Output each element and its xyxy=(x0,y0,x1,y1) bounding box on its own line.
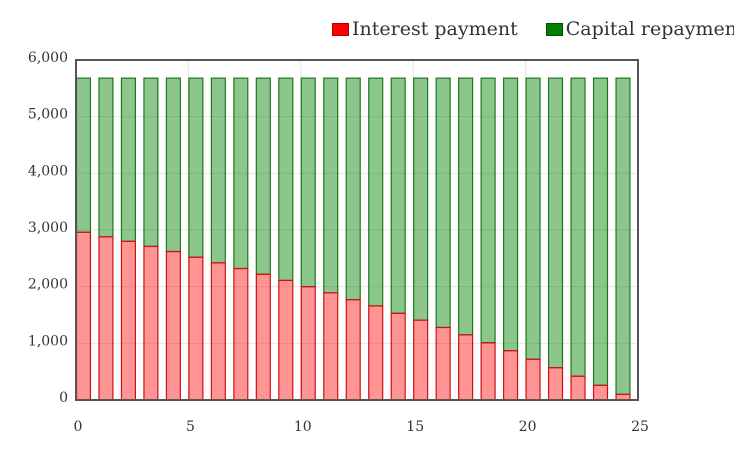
bar-capital-3[interactable] xyxy=(143,77,159,248)
bar-interest-15[interactable] xyxy=(413,319,429,401)
bar-interest-7[interactable] xyxy=(233,267,249,401)
bar-capital-17[interactable] xyxy=(458,77,474,336)
bar-interest-11[interactable] xyxy=(323,292,339,401)
y-tick-label: 2,000 xyxy=(28,277,68,293)
bar-capital-14[interactable] xyxy=(390,77,406,314)
bar-interest-6[interactable] xyxy=(210,262,226,401)
y-tick-label: 6,000 xyxy=(28,50,68,66)
y-tick-label: 0 xyxy=(59,390,68,406)
bar-capital-13[interactable] xyxy=(368,77,384,307)
bar-capital-5[interactable] xyxy=(188,77,204,258)
x-tick-label: 25 xyxy=(631,419,649,435)
bar-capital-7[interactable] xyxy=(233,77,249,270)
bar-interest-14[interactable] xyxy=(390,312,406,401)
legend-label-capital: Capital repayment xyxy=(565,18,734,40)
x-tick-label: 5 xyxy=(186,419,195,435)
bar-capital-8[interactable] xyxy=(255,77,271,275)
bar-capital-20[interactable] xyxy=(525,77,541,360)
bar-interest-18[interactable] xyxy=(480,342,496,401)
bar-capital-15[interactable] xyxy=(413,77,429,321)
x-tick-label: 15 xyxy=(406,419,424,435)
bar-interest-1[interactable] xyxy=(98,236,114,401)
bar-interest-20[interactable] xyxy=(525,358,541,401)
bar-capital-0[interactable] xyxy=(75,77,92,233)
y-tick-label: 4,000 xyxy=(28,163,68,179)
plot-frame xyxy=(75,59,639,401)
bar-interest-19[interactable] xyxy=(503,350,519,401)
bar-capital-18[interactable] xyxy=(480,77,496,344)
bar-interest-16[interactable] xyxy=(435,326,451,401)
bar-interest-21[interactable] xyxy=(547,367,564,401)
bar-interest-3[interactable] xyxy=(143,245,159,401)
bar-interest-10[interactable] xyxy=(300,286,316,401)
bar-interest-8[interactable] xyxy=(255,273,271,401)
x-tick-label: 20 xyxy=(519,419,537,435)
bar-capital-19[interactable] xyxy=(503,77,519,352)
bar-capital-24[interactable] xyxy=(615,77,631,395)
bar-interest-4[interactable] xyxy=(165,250,181,401)
bar-capital-12[interactable] xyxy=(345,77,361,301)
bar-capital-2[interactable] xyxy=(120,77,136,242)
bar-interest-13[interactable] xyxy=(368,305,384,401)
bar-capital-23[interactable] xyxy=(592,77,609,386)
bar-interest-0[interactable] xyxy=(75,231,92,401)
legend-item-interest[interactable]: Interest payment xyxy=(332,18,518,40)
legend-swatch-interest xyxy=(332,22,349,36)
legend-item-capital[interactable]: Capital repayment xyxy=(545,18,734,40)
bar-capital-4[interactable] xyxy=(165,77,181,253)
bar-interest-23[interactable] xyxy=(592,384,609,401)
x-tick-label: 10 xyxy=(294,419,312,435)
bar-capital-16[interactable] xyxy=(435,77,451,329)
chart-legend: Interest payment Capital repayment xyxy=(332,18,734,40)
legend-swatch-capital xyxy=(545,22,563,36)
bar-capital-21[interactable] xyxy=(547,77,564,369)
y-tick-label: 3,000 xyxy=(28,220,68,236)
bar-capital-6[interactable] xyxy=(210,77,226,264)
x-tick-label: 0 xyxy=(74,419,83,435)
bar-interest-17[interactable] xyxy=(458,334,474,401)
bar-capital-11[interactable] xyxy=(323,77,339,294)
bar-interest-2[interactable] xyxy=(120,240,136,401)
bar-capital-22[interactable] xyxy=(570,77,586,377)
bar-interest-22[interactable] xyxy=(570,375,586,401)
bar-interest-5[interactable] xyxy=(188,256,204,401)
bar-interest-9[interactable] xyxy=(278,279,294,401)
bar-capital-10[interactable] xyxy=(300,77,316,288)
bar-interest-12[interactable] xyxy=(345,299,361,401)
bar-capital-1[interactable] xyxy=(98,77,114,238)
y-tick-label: 1,000 xyxy=(28,333,68,349)
bar-capital-9[interactable] xyxy=(278,77,294,282)
y-tick-label: 5,000 xyxy=(28,107,68,123)
legend-label-interest: Interest payment xyxy=(352,18,518,40)
